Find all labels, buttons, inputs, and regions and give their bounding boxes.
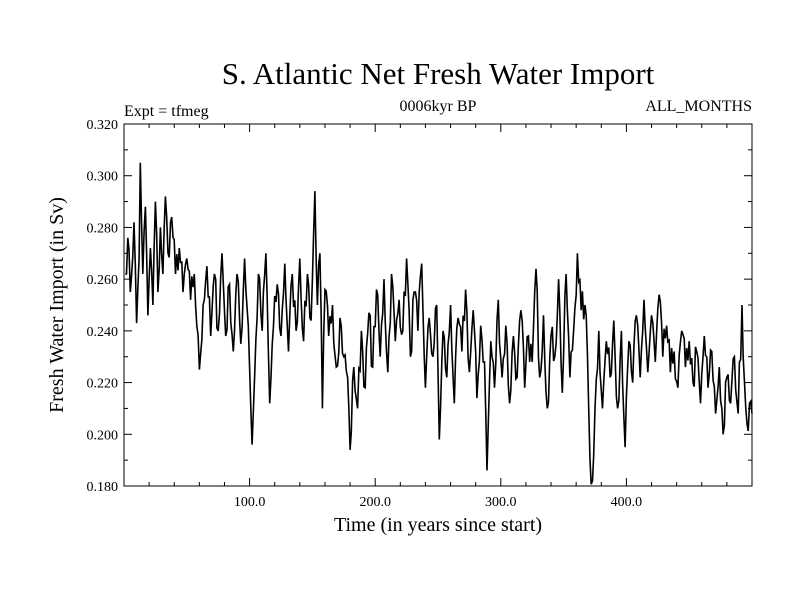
y-tick-label: 0.320 bbox=[87, 118, 119, 133]
y-tick-label: 0.220 bbox=[87, 377, 119, 392]
period-label: 0006kyr BP bbox=[400, 98, 477, 115]
y-axis-label: Fresh Water Import (in Sv) bbox=[46, 197, 68, 413]
experiment-label: Expt = tfmeg bbox=[124, 103, 209, 120]
x-tick-label: 200.0 bbox=[359, 495, 391, 510]
months-label: ALL_MONTHS bbox=[645, 98, 752, 115]
series-layer bbox=[125, 162, 753, 485]
y-tick-label: 0.180 bbox=[87, 480, 119, 495]
y-tick-label: 0.240 bbox=[87, 325, 119, 340]
x-tick-label: 400.0 bbox=[611, 495, 643, 510]
chart-title: S. Atlantic Net Fresh Water Import bbox=[222, 56, 655, 91]
y-tick-label: 0.280 bbox=[87, 221, 119, 236]
x-tick-label: 300.0 bbox=[485, 495, 517, 510]
y-tick-label: 0.300 bbox=[87, 170, 119, 185]
x-tick-label: 100.0 bbox=[234, 495, 266, 510]
tick-layer: 0.180 0.200 0.220 0.240 0.260 0.280 0.300 0.320… bbox=[87, 118, 752, 510]
x-axis-label: Time (in years since start) bbox=[334, 514, 542, 536]
y-tick-label: 0.200 bbox=[87, 428, 119, 443]
y-tick-label: 0.260 bbox=[87, 273, 119, 288]
series-line bbox=[125, 162, 753, 485]
